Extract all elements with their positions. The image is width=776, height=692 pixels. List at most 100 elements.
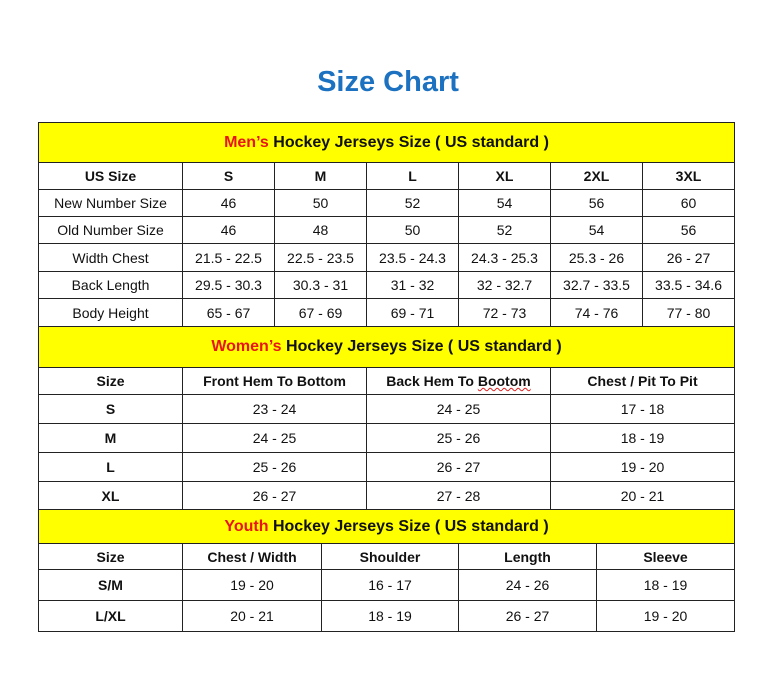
womens-size-table: Women’s Hockey Jerseys Size ( US standar…	[37, 326, 736, 510]
column-header: Chest / Width	[182, 543, 322, 570]
row-label: S/M	[38, 569, 183, 601]
table-cell: 22.5 - 23.5	[274, 243, 367, 272]
column-header: Front Hem To Bottom	[182, 367, 367, 395]
youth-banner-text: Hockey Jerseys Size ( US standard )	[268, 517, 549, 535]
table-cell: 21.5 - 22.5	[182, 243, 275, 272]
mens-banner: Men’s Hockey Jerseys Size ( US standard …	[37, 122, 736, 163]
women-table-row: S 23 - 24 24 - 25 17 - 18	[38, 394, 736, 424]
youth-header-row: Size Chest / Width Shoulder Length Sleeve	[38, 543, 736, 570]
table-cell: 33.5 - 34.6	[641, 271, 736, 299]
table-cell: 24 - 26	[458, 569, 597, 601]
table-cell: 23 - 24	[182, 394, 367, 424]
mens-banner-text: Hockey Jerseys Size ( US standard )	[268, 133, 549, 151]
row-label: XL	[38, 481, 183, 510]
men-table-row: Width Chest 21.5 - 22.5 22.5 - 23.5 23.5 - …	[38, 243, 736, 272]
table-cell: 25.3 - 26	[550, 243, 643, 272]
column-header: Back Hem To Bootom	[366, 367, 551, 395]
table-cell: 16 - 17	[321, 569, 459, 601]
youth-table-row: S/M 19 - 20 16 - 17 24 - 26 18 - 19	[38, 569, 736, 601]
men-table-row: Back Length 29.5 - 30.3 30.3 - 31 31 - 32 32…	[38, 271, 736, 299]
table-cell: 54	[458, 189, 551, 217]
table-cell: 67 - 69	[274, 298, 367, 327]
table-cell: 69 - 71	[366, 298, 459, 327]
table-cell: 56	[550, 189, 643, 217]
men-table-row: Body Height 65 - 67 67 - 69 69 - 71 72 - 73 7…	[38, 298, 736, 327]
table-cell: 24 - 25	[182, 423, 367, 453]
row-label: M	[38, 423, 183, 453]
table-cell: 23.5 - 24.3	[366, 243, 459, 272]
table-cell: 20 - 21	[549, 481, 736, 510]
table-cell: 72 - 73	[458, 298, 551, 327]
table-cell: 24.3 - 25.3	[458, 243, 551, 272]
youth-table-row: L/XL 20 - 21 18 - 19 26 - 27 19 - 20	[38, 600, 736, 632]
table-cell: 74 - 76	[550, 298, 643, 327]
women-table-row: M 24 - 25 25 - 26 18 - 19	[38, 423, 736, 453]
mens-label: Men’s	[224, 133, 269, 151]
page-title: Size Chart	[317, 66, 459, 98]
row-label: L/XL	[38, 600, 183, 632]
table-cell: 65 - 67	[182, 298, 275, 327]
men-header-row: US Size S M L XL 2XL 3XL	[38, 162, 736, 190]
table-cell: 32.7 - 33.5	[550, 271, 643, 299]
column-header: US Size	[38, 162, 183, 190]
misspelled-word: Bootom	[477, 373, 531, 389]
womens-label: Women’s	[211, 338, 282, 355]
table-cell: 48	[274, 216, 367, 244]
table-cell: 26 - 27	[641, 243, 736, 272]
table-cell: 18 - 19	[549, 423, 736, 453]
table-cell: 26 - 27	[366, 452, 551, 482]
table-cell: 18 - 19	[595, 569, 736, 601]
table-cell: 52	[366, 189, 459, 217]
table-cell: 24 - 25	[366, 394, 551, 424]
row-label: Body Height	[38, 298, 183, 327]
table-cell: 46	[182, 189, 275, 217]
womens-banner-text: Hockey Jerseys Size ( US standard )	[281, 338, 562, 355]
table-cell: 17 - 18	[549, 394, 736, 424]
table-cell: 19 - 20	[182, 569, 322, 601]
column-header: Chest / Pit To Pit	[549, 367, 736, 395]
row-label: Old Number Size	[38, 216, 183, 244]
column-header: Length	[458, 543, 597, 570]
table-cell: 50	[274, 189, 367, 217]
women-header-row: Size Front Hem To Bottom Back Hem To Booto…	[38, 367, 736, 395]
column-header: M	[274, 162, 367, 190]
row-label: Width Chest	[38, 243, 183, 272]
row-label: L	[38, 452, 183, 482]
table-cell: 31 - 32	[366, 271, 459, 299]
table-cell: 52	[458, 216, 551, 244]
row-label: Back Length	[38, 271, 183, 299]
table-cell: 25 - 26	[182, 452, 367, 482]
men-table-row: Old Number Size 46 48 50 52 54 56	[38, 216, 736, 244]
column-header: 2XL	[550, 162, 643, 190]
table-cell: 50	[366, 216, 459, 244]
table-cell: 29.5 - 30.3	[182, 271, 275, 299]
column-header: Size	[38, 543, 183, 570]
men-table-row: New Number Size 46 50 52 54 56 60	[38, 189, 736, 217]
women-table-row: XL 26 - 27 27 - 28 20 - 21	[38, 481, 736, 510]
table-cell: 54	[550, 216, 643, 244]
mens-size-table: Men’s Hockey Jerseys Size ( US standard …	[37, 122, 736, 327]
table-cell: 30.3 - 31	[274, 271, 367, 299]
column-header: 3XL	[641, 162, 736, 190]
column-header: S	[182, 162, 275, 190]
table-cell: 77 - 80	[641, 298, 736, 327]
table-cell: 19 - 20	[595, 600, 736, 632]
table-cell: 46	[182, 216, 275, 244]
column-header: Sleeve	[595, 543, 736, 570]
column-header: L	[366, 162, 459, 190]
youth-size-table: Youth Hockey Jerseys Size ( US standard …	[37, 509, 736, 632]
row-label: S	[38, 394, 183, 424]
womens-banner: Women’s Hockey Jerseys Size ( US standar…	[37, 326, 736, 368]
row-label: New Number Size	[38, 189, 183, 217]
table-cell: 18 - 19	[321, 600, 459, 632]
table-cell: 56	[641, 216, 736, 244]
youth-banner: Youth Hockey Jerseys Size ( US standard …	[37, 509, 736, 544]
youth-label: Youth	[224, 517, 269, 535]
women-table-row: L 25 - 26 26 - 27 19 - 20	[38, 452, 736, 482]
table-cell: 25 - 26	[366, 423, 551, 453]
table-cell: 19 - 20	[549, 452, 736, 482]
table-cell: 27 - 28	[366, 481, 551, 510]
table-cell: 26 - 27	[182, 481, 367, 510]
table-cell: 20 - 21	[182, 600, 322, 632]
column-header: Size	[38, 367, 183, 395]
